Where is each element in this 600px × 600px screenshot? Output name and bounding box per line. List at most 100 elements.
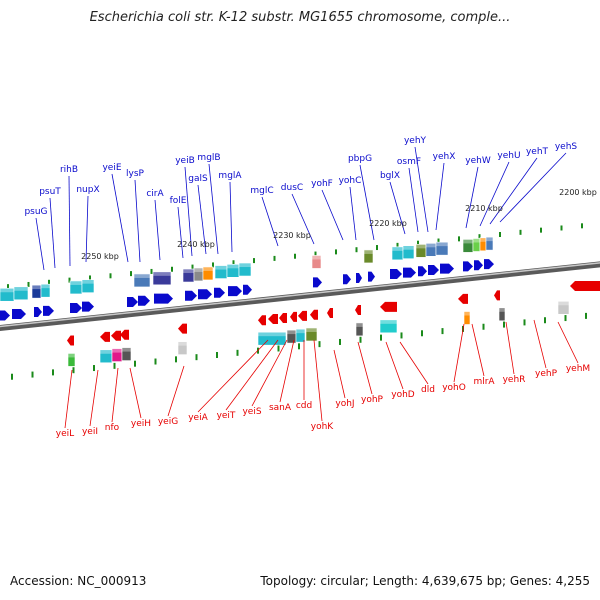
forward-gene-arrow (154, 293, 173, 304)
leader-line (465, 166, 479, 229)
gene-label: yehM (566, 364, 590, 374)
leader-line (414, 146, 429, 233)
feature-block (355, 322, 364, 337)
leader-line (385, 341, 404, 390)
reverse-gene-arrow (279, 313, 287, 324)
kbp-labels-layer: 2250 kbp 2240 kbp 2230 kbp 2220 kbp 2210 kbp… (81, 188, 597, 261)
gene-label: yeiB (175, 156, 195, 166)
gene-label: galS (188, 174, 208, 184)
leader-line (279, 339, 295, 403)
gene-label: mglB (197, 153, 220, 163)
reverse-gene-arrow (268, 314, 278, 325)
feature-block-shine (426, 243, 436, 248)
feature-block-shine (464, 311, 470, 316)
feature-block-shine (558, 301, 569, 306)
leader-line (399, 341, 429, 385)
feature-block (305, 327, 318, 342)
leader-line (197, 339, 269, 413)
gene-label: nfo (105, 423, 120, 433)
feature-block-shine (178, 341, 187, 346)
forward-gene-arrow (228, 286, 242, 297)
kbp-label: 2250 kbp (81, 252, 119, 261)
feature-block (311, 255, 322, 269)
forward-gene-arrow (313, 277, 322, 288)
reverse-gene-arrow (290, 311, 297, 322)
feature-block-shine (70, 280, 82, 285)
reverse-gene-arrow (327, 308, 333, 319)
reverse-gene-arrow (111, 330, 121, 341)
feature-block-shine (480, 237, 486, 242)
forward-gene-arrow (474, 260, 483, 271)
feature-block-shine (364, 249, 373, 254)
feature-block (81, 279, 95, 293)
forward-gene-arrow (138, 295, 150, 306)
feature-block (202, 266, 214, 281)
forward-gene-arrow (0, 310, 10, 321)
feature-block-shine (463, 239, 473, 244)
feature-block-shine (134, 273, 150, 278)
gene-label: psuG (24, 207, 47, 217)
bottom-tick-row (11, 312, 587, 380)
leader-line (111, 367, 119, 423)
feature-block-shine (356, 322, 363, 327)
leader-line (505, 321, 515, 375)
feature-block (485, 236, 494, 251)
feature-block-shine (473, 238, 480, 243)
feature-block (402, 245, 415, 259)
leader-line (533, 319, 547, 369)
feature-block (463, 311, 471, 325)
feature-block-shine (239, 263, 251, 268)
gene-label: yeiS (242, 407, 261, 417)
reverse-gene-arrow (258, 315, 266, 326)
feature-block-shine (122, 347, 131, 352)
feature-block-shine (258, 332, 286, 337)
feature-block-shine (153, 271, 171, 276)
feature-block (13, 286, 29, 301)
feature-block-shine (403, 245, 414, 250)
gene-label: yehU (497, 151, 520, 161)
leader-line (85, 195, 89, 263)
topology-text: Topology: circular; Length: 4,639,675 bp… (260, 574, 590, 588)
gene-label: folE (170, 196, 187, 206)
reverse-gene-arrow (494, 290, 500, 301)
forward-gene-arrow (82, 301, 94, 312)
gene-label: yohJ (335, 399, 354, 409)
forward-gene-arrow (34, 306, 42, 317)
genome-backbone (0, 261, 600, 332)
forward-gene-arrow (390, 269, 402, 280)
feature-block-shine (100, 349, 112, 354)
feature-block-shine (183, 269, 194, 274)
kbp-label: 2220 kbp (369, 219, 407, 228)
forward-gene-arrow (428, 265, 439, 276)
gene-label: yehT (526, 147, 549, 157)
gene-label: yeiL (56, 429, 74, 439)
map-title: Escherichia coli str. K-12 substr. MG165… (89, 10, 511, 25)
gene-label: yehS (555, 142, 578, 152)
leader-line (479, 161, 510, 227)
kbp-label: 2210 kbp (465, 204, 503, 213)
feature-block (67, 353, 76, 367)
gene-label: yohP (361, 395, 384, 405)
gene-label: yeiG (158, 417, 178, 427)
kbp-label: 2240 kbp (177, 240, 215, 249)
leader-line (435, 162, 445, 231)
feature-block-shine (287, 330, 296, 335)
leader-line (229, 181, 233, 253)
gene-label: bglX (380, 171, 400, 181)
forward-gene-arrow (127, 296, 138, 307)
leader-line (154, 199, 161, 261)
gene-label: yehY (404, 136, 427, 146)
leader-line (389, 181, 406, 235)
leader-line (261, 196, 279, 247)
leader-line (453, 323, 465, 383)
feature-block-shine (112, 348, 122, 353)
feature-block-shine (312, 255, 321, 260)
forward-gene-arrow (463, 261, 473, 272)
feature-block-shine (380, 319, 397, 324)
feature-block-shine (82, 279, 94, 284)
leader-line (225, 339, 279, 411)
gene-label: yeiE (102, 163, 121, 173)
gene-label: mglA (218, 171, 242, 181)
feature-block-shine (215, 265, 227, 270)
